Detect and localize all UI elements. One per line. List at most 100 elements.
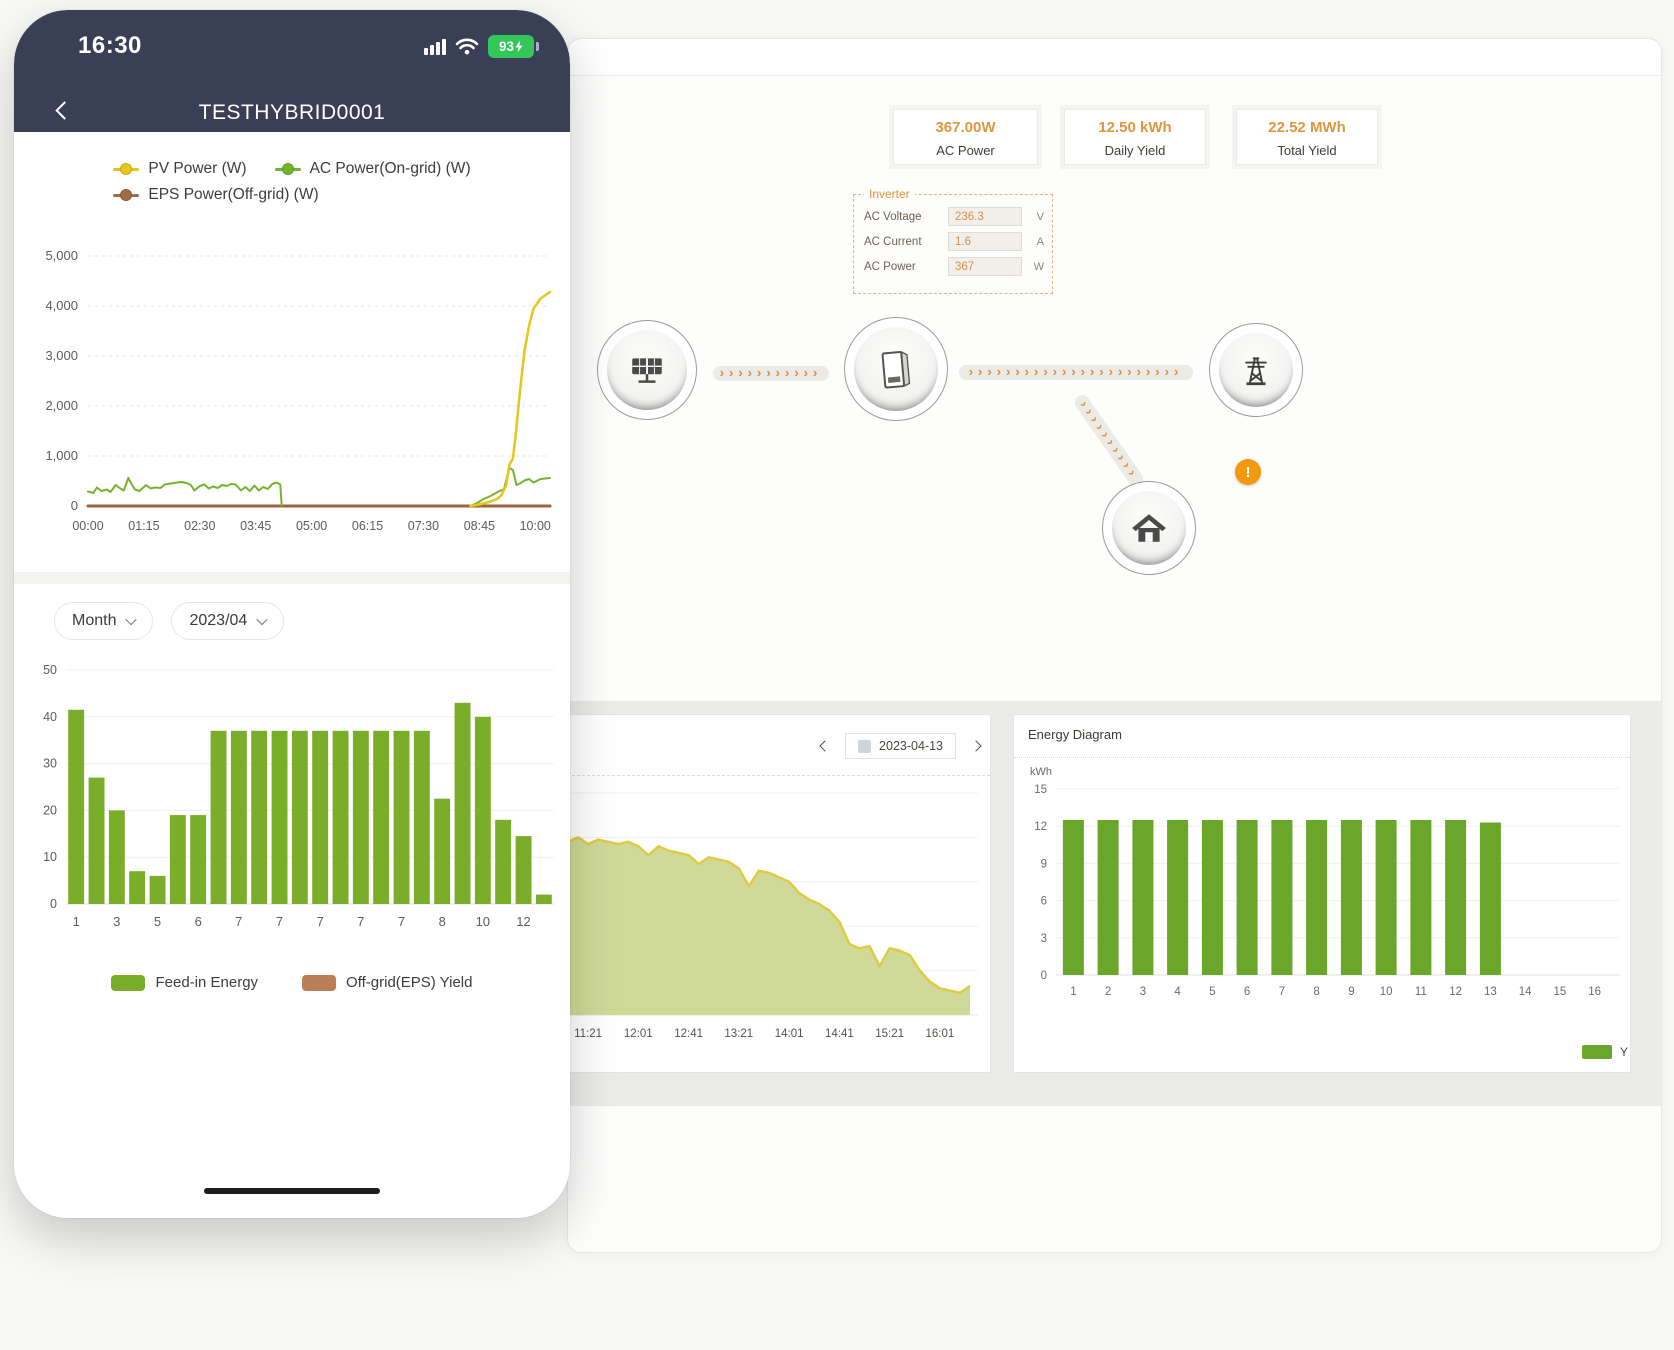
date-value: 2023-04-13 <box>879 739 943 753</box>
svg-text:6: 6 <box>1041 896 1047 908</box>
home-indicator[interactable] <box>204 1188 380 1194</box>
legend-item-pv-power[interactable]: PV Power (W) <box>113 160 247 178</box>
svg-text:1,000: 1,000 <box>45 448 78 463</box>
status-time: 16:30 <box>78 32 142 59</box>
svg-text:3: 3 <box>1140 986 1146 998</box>
legend-item-off-grid[interactable]: Off-grid(EPS) Yield <box>302 974 473 991</box>
inverter-panel-title: Inverter <box>864 187 915 201</box>
energy-diagram-title: Energy Diagram <box>1028 727 1122 742</box>
date-navigator: 2023-04-13 <box>819 733 982 759</box>
pv-legend-label: PV Power (W) <box>148 160 247 177</box>
calendar-icon <box>858 739 872 753</box>
legend-item-feed-in[interactable]: Feed-in Energy <box>111 974 258 991</box>
off-grid-legend-swatch <box>302 974 337 991</box>
svg-text:7: 7 <box>357 914 364 929</box>
period-dropdown[interactable]: Month <box>54 602 154 640</box>
energy-legend-swatch <box>1582 1045 1612 1059</box>
phone-header: 16:30 93 <box>14 10 570 132</box>
svg-text:20: 20 <box>43 803 57 817</box>
svg-text:4: 4 <box>1174 986 1181 998</box>
svg-text:9: 9 <box>1041 858 1047 870</box>
day-chart-panel: 2023-04-13 11:21 12:01 12:41 13:21 14:01 14:4… <box>568 714 991 1073</box>
svg-text:10:00: 10:00 <box>520 519 551 533</box>
pv-legend-marker <box>113 163 140 175</box>
date-picker[interactable]: 2023-04-13 <box>845 733 956 759</box>
svg-text:08:45: 08:45 <box>464 519 495 533</box>
svg-text:5: 5 <box>1209 986 1215 998</box>
svg-text:0: 0 <box>1041 970 1047 982</box>
inverter-readings-panel: Inverter AC Voltage 236.3 V AC Current 1… <box>853 187 1053 294</box>
home-icon <box>1112 491 1186 565</box>
svg-text:11:21: 11:21 <box>574 1028 602 1040</box>
svg-text:40: 40 <box>43 710 57 724</box>
eps-legend-marker <box>113 189 140 201</box>
ac-power-row-unit: W <box>1033 260 1044 273</box>
svg-text:11: 11 <box>1415 986 1427 998</box>
day-area-chart: 11:21 12:01 12:41 13:21 14:01 14:41 15:21 16:01 <box>568 792 978 1040</box>
svg-text:6: 6 <box>195 914 202 929</box>
ac-power-row-value: 367 <box>948 257 1022 276</box>
svg-text:05:00: 05:00 <box>296 519 327 533</box>
svg-text:3: 3 <box>1041 933 1047 945</box>
battery-percent: 93 <box>498 38 515 54</box>
inverter-icon <box>854 327 938 411</box>
svg-text:2,000: 2,000 <box>45 398 78 413</box>
svg-text:12:01: 12:01 <box>624 1028 653 1040</box>
inverter-row-ac-power: AC Power 367 W <box>864 257 1044 276</box>
svg-text:07:30: 07:30 <box>408 519 439 533</box>
legend-item-eps-power[interactable]: EPS Power(Off-grid) (W) <box>113 186 319 204</box>
prev-day-button[interactable] <box>819 740 831 752</box>
svg-text:0: 0 <box>71 498 78 513</box>
stat-card-total-yield: 22.52 MWh Total Yield <box>1236 109 1378 165</box>
svg-text:10: 10 <box>476 914 490 929</box>
svg-text:3: 3 <box>113 914 120 929</box>
warning-icon[interactable]: ! <box>1235 459 1261 485</box>
back-button[interactable] <box>55 101 74 120</box>
chevron-down-icon <box>256 613 268 626</box>
energy-diagram-legend[interactable]: Y <box>1582 1045 1628 1059</box>
chevron-down-icon <box>125 613 138 626</box>
svg-text:15:21: 15:21 <box>875 1028 904 1040</box>
daily-yield-label: Daily Yield <box>1104 143 1166 158</box>
svg-text:06:15: 06:15 <box>352 519 383 533</box>
svg-text:3,000: 3,000 <box>45 348 78 363</box>
svg-text:10: 10 <box>43 850 57 864</box>
svg-text:0: 0 <box>50 897 57 911</box>
inverter-row-ac-current: AC Current 1.6 A <box>864 232 1044 251</box>
battery-icon: 93 <box>488 34 539 58</box>
svg-text:16:01: 16:01 <box>926 1028 955 1040</box>
flow-arrow-inverter-to-grid: ››››››››››››››››››››››› <box>959 365 1193 380</box>
svg-text:7: 7 <box>235 914 242 929</box>
svg-text:50: 50 <box>43 663 57 677</box>
svg-text:1: 1 <box>1070 986 1076 998</box>
phone-status-bar: 16:30 93 <box>78 32 539 60</box>
svg-text:30: 30 <box>43 757 57 771</box>
legend-item-ac-power[interactable]: AC Power(On-grid) (W) <box>274 160 471 178</box>
charging-bolt-icon <box>515 40 523 52</box>
svg-text:12: 12 <box>1034 821 1047 833</box>
svg-text:2: 2 <box>1105 986 1111 998</box>
svg-text:01:15: 01:15 <box>128 519 159 533</box>
next-day-button[interactable] <box>970 740 982 752</box>
power-grid-tower-icon <box>1219 333 1293 407</box>
wifi-icon <box>455 38 479 55</box>
total-yield-label: Total Yield <box>1277 143 1337 158</box>
svg-text:13: 13 <box>1484 986 1497 998</box>
ac-legend-label: AC Power(On-grid) (W) <box>309 160 471 177</box>
svg-text:14:41: 14:41 <box>825 1028 854 1040</box>
phone-mockup: 16:30 93 <box>14 10 570 1218</box>
ac-voltage-unit: V <box>1036 210 1044 223</box>
svg-text:15: 15 <box>1554 986 1567 998</box>
svg-text:12:41: 12:41 <box>674 1028 703 1040</box>
feed-in-legend-swatch <box>111 974 146 991</box>
flow-node-pv <box>597 320 697 420</box>
warning-glyph: ! <box>1245 463 1251 481</box>
inverter-row-ac-voltage: AC Voltage 236.3 V <box>864 207 1044 226</box>
ac-power-value: 367.00W <box>935 119 996 136</box>
month-dropdown[interactable]: 2023/04 <box>171 602 285 640</box>
svg-text:9: 9 <box>1348 986 1354 998</box>
svg-text:12: 12 <box>1449 986 1462 998</box>
solar-panel-icon <box>607 330 687 410</box>
stat-card-ac-power: 367.00W AC Power <box>893 109 1038 165</box>
